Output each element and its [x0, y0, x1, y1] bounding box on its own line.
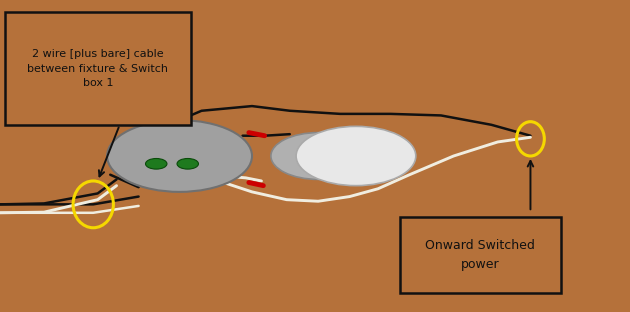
Text: Onward Switched
power: Onward Switched power [425, 239, 536, 271]
Circle shape [296, 126, 416, 186]
Text: 2 wire [plus bare] cable
between fixture & Switch
box 1: 2 wire [plus bare] cable between fixture… [28, 49, 168, 88]
Circle shape [177, 158, 198, 169]
Circle shape [271, 133, 365, 179]
FancyBboxPatch shape [5, 12, 191, 125]
Circle shape [146, 158, 167, 169]
FancyBboxPatch shape [400, 217, 561, 293]
Circle shape [107, 120, 252, 192]
